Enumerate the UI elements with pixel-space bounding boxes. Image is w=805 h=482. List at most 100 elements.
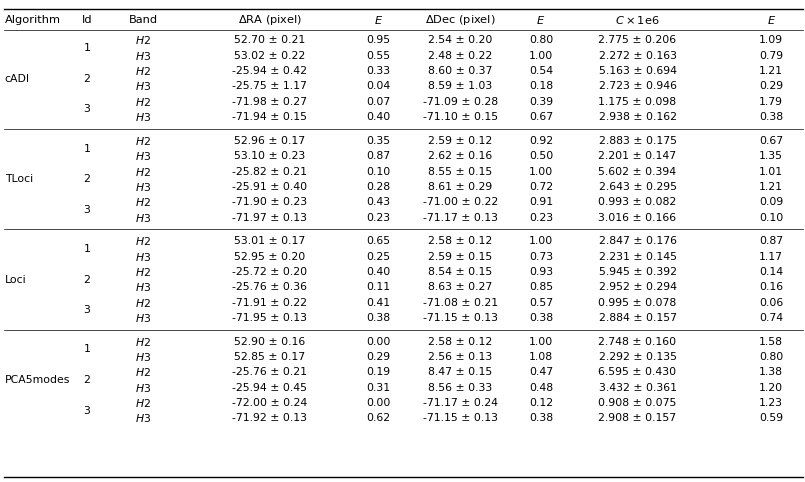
Text: 0.43: 0.43 bbox=[366, 197, 390, 207]
Text: 0.33: 0.33 bbox=[366, 66, 390, 76]
Text: 0.40: 0.40 bbox=[366, 267, 390, 277]
Text: 8.55 ± 0.15: 8.55 ± 0.15 bbox=[428, 167, 493, 176]
Text: 2.272 ± 0.163: 2.272 ± 0.163 bbox=[599, 51, 676, 61]
Text: 1.79: 1.79 bbox=[759, 97, 783, 107]
Text: 1: 1 bbox=[84, 244, 90, 254]
Text: $\mathit{H}$3: $\mathit{H}$3 bbox=[135, 351, 151, 363]
Text: 0.87: 0.87 bbox=[759, 236, 783, 246]
Text: -25.76 ± 0.36: -25.76 ± 0.36 bbox=[232, 282, 308, 292]
Text: 5.163 ± 0.694: 5.163 ± 0.694 bbox=[599, 66, 676, 76]
Text: 2.908 ± 0.157: 2.908 ± 0.157 bbox=[598, 414, 677, 423]
Text: 0.04: 0.04 bbox=[366, 81, 390, 92]
Text: TLoci: TLoci bbox=[5, 174, 33, 184]
Text: 0.55: 0.55 bbox=[366, 51, 390, 61]
Text: 0.80: 0.80 bbox=[529, 36, 553, 45]
Text: 1.20: 1.20 bbox=[759, 383, 783, 393]
Text: $\mathit{H}$2: $\mathit{H}$2 bbox=[135, 196, 151, 208]
Text: $\mathit{H}$2: $\mathit{H}$2 bbox=[135, 366, 151, 378]
Text: $\mathit{H}$3: $\mathit{H}$3 bbox=[135, 80, 151, 93]
Text: $\mathit{H}$2: $\mathit{H}$2 bbox=[135, 35, 151, 46]
Text: -71.95 ± 0.13: -71.95 ± 0.13 bbox=[232, 313, 308, 323]
Text: 0.23: 0.23 bbox=[529, 213, 553, 223]
Text: 0.74: 0.74 bbox=[759, 313, 783, 323]
Text: -25.76 ± 0.21: -25.76 ± 0.21 bbox=[232, 367, 308, 377]
Text: 0.93: 0.93 bbox=[529, 267, 553, 277]
Text: 0.00: 0.00 bbox=[366, 398, 390, 408]
Text: 0.38: 0.38 bbox=[366, 313, 390, 323]
Text: 1: 1 bbox=[84, 344, 90, 354]
Text: -71.94 ± 0.15: -71.94 ± 0.15 bbox=[232, 112, 308, 122]
Text: 0.35: 0.35 bbox=[366, 136, 390, 146]
Text: 0.95: 0.95 bbox=[366, 36, 390, 45]
Text: $\mathit{H}$3: $\mathit{H}$3 bbox=[135, 212, 151, 224]
Text: 0.908 ± 0.075: 0.908 ± 0.075 bbox=[598, 398, 677, 408]
Text: $E$: $E$ bbox=[536, 14, 546, 26]
Text: 3: 3 bbox=[84, 105, 90, 114]
Text: 1.00: 1.00 bbox=[529, 236, 553, 246]
Text: 3: 3 bbox=[84, 205, 90, 215]
Text: 3: 3 bbox=[84, 406, 90, 415]
Text: -25.82 ± 0.21: -25.82 ± 0.21 bbox=[232, 167, 308, 176]
Text: 1.23: 1.23 bbox=[759, 398, 783, 408]
Text: 1.08: 1.08 bbox=[529, 352, 553, 362]
Text: 0.31: 0.31 bbox=[366, 383, 390, 393]
Text: 0.72: 0.72 bbox=[529, 182, 553, 192]
Text: 2.748 ± 0.160: 2.748 ± 0.160 bbox=[598, 337, 677, 347]
Text: 0.62: 0.62 bbox=[366, 414, 390, 423]
Text: 0.12: 0.12 bbox=[529, 398, 553, 408]
Text: 1.01: 1.01 bbox=[759, 167, 783, 176]
Text: $\mathit{H}$2: $\mathit{H}$2 bbox=[135, 266, 151, 278]
Text: $\mathit{H}$2: $\mathit{H}$2 bbox=[135, 96, 151, 108]
Text: -71.08 ± 0.21: -71.08 ± 0.21 bbox=[423, 297, 498, 308]
Text: $\mathit{H}$3: $\mathit{H}$3 bbox=[135, 150, 151, 162]
Text: -71.15 ± 0.13: -71.15 ± 0.13 bbox=[423, 313, 498, 323]
Text: 0.50: 0.50 bbox=[529, 151, 553, 161]
Text: 0.59: 0.59 bbox=[759, 414, 783, 423]
Text: $\mathit{H}$2: $\mathit{H}$2 bbox=[135, 296, 151, 308]
Text: 0.92: 0.92 bbox=[529, 136, 553, 146]
Text: 2.59 ± 0.12: 2.59 ± 0.12 bbox=[428, 136, 493, 146]
Text: 2.884 ± 0.157: 2.884 ± 0.157 bbox=[599, 313, 676, 323]
Text: cADI: cADI bbox=[5, 74, 30, 84]
Text: 1.21: 1.21 bbox=[759, 182, 783, 192]
Text: 1.00: 1.00 bbox=[529, 337, 553, 347]
Text: 0.14: 0.14 bbox=[759, 267, 783, 277]
Text: PCA5modes: PCA5modes bbox=[5, 375, 70, 385]
Text: -71.17 ± 0.13: -71.17 ± 0.13 bbox=[423, 213, 498, 223]
Text: 2.62 ± 0.16: 2.62 ± 0.16 bbox=[428, 151, 493, 161]
Text: 2.775 ± 0.206: 2.775 ± 0.206 bbox=[598, 36, 677, 45]
Text: 3: 3 bbox=[84, 305, 90, 315]
Text: Algorithm: Algorithm bbox=[5, 15, 61, 25]
Text: -25.75 ± 1.17: -25.75 ± 1.17 bbox=[232, 81, 308, 92]
Text: 3.432 ± 0.361: 3.432 ± 0.361 bbox=[599, 383, 676, 393]
Text: 0.87: 0.87 bbox=[366, 151, 390, 161]
Text: -25.72 ± 0.20: -25.72 ± 0.20 bbox=[232, 267, 308, 277]
Text: 2.48 ± 0.22: 2.48 ± 0.22 bbox=[428, 51, 493, 61]
Text: -71.09 ± 0.28: -71.09 ± 0.28 bbox=[423, 97, 498, 107]
Text: -25.91 ± 0.40: -25.91 ± 0.40 bbox=[232, 182, 308, 192]
Text: $\mathit{H}$3: $\mathit{H}$3 bbox=[135, 181, 151, 193]
Text: $E$: $E$ bbox=[766, 14, 776, 26]
Text: 2: 2 bbox=[84, 375, 90, 385]
Text: -71.92 ± 0.13: -71.92 ± 0.13 bbox=[232, 414, 308, 423]
Text: 6.595 ± 0.430: 6.595 ± 0.430 bbox=[598, 367, 677, 377]
Text: 0.80: 0.80 bbox=[759, 352, 783, 362]
Text: $\mathit{H}$3: $\mathit{H}$3 bbox=[135, 251, 151, 263]
Text: 0.39: 0.39 bbox=[529, 97, 553, 107]
Text: 0.29: 0.29 bbox=[366, 352, 390, 362]
Text: $\Delta$RA (pixel): $\Delta$RA (pixel) bbox=[237, 13, 302, 27]
Text: $C\times$1e6: $C\times$1e6 bbox=[615, 14, 660, 26]
Text: $\mathit{H}$3: $\mathit{H}$3 bbox=[135, 312, 151, 324]
Text: 0.47: 0.47 bbox=[529, 367, 553, 377]
Text: Band: Band bbox=[129, 15, 158, 25]
Text: $\mathit{H}$3: $\mathit{H}$3 bbox=[135, 412, 151, 424]
Text: 0.54: 0.54 bbox=[529, 66, 553, 76]
Text: 8.60 ± 0.37: 8.60 ± 0.37 bbox=[428, 66, 493, 76]
Text: $\mathit{H}$2: $\mathit{H}$2 bbox=[135, 165, 151, 177]
Text: Loci: Loci bbox=[5, 275, 27, 284]
Text: 1.35: 1.35 bbox=[759, 151, 783, 161]
Text: 2.847 ± 0.176: 2.847 ± 0.176 bbox=[599, 236, 676, 246]
Text: $\mathit{H}$3: $\mathit{H}$3 bbox=[135, 50, 151, 62]
Text: 8.61 ± 0.29: 8.61 ± 0.29 bbox=[428, 182, 493, 192]
Text: $\mathit{H}$3: $\mathit{H}$3 bbox=[135, 281, 151, 293]
